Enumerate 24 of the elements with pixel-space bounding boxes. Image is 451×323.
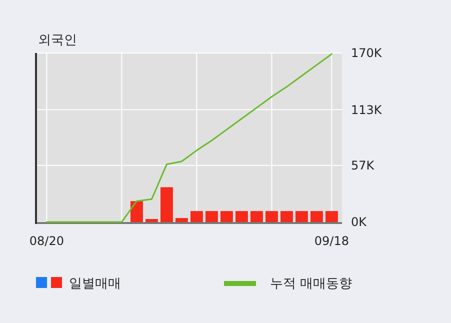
bar bbox=[325, 211, 338, 222]
y-tick-label: 113K bbox=[351, 102, 383, 117]
bar bbox=[265, 211, 278, 222]
bar bbox=[190, 211, 203, 222]
x-tick-label: 09/18 bbox=[314, 234, 349, 248]
bar bbox=[250, 211, 263, 222]
x-tick-label: 08/20 bbox=[29, 234, 64, 248]
bar bbox=[280, 211, 293, 222]
y-tick-label: 0K bbox=[351, 215, 368, 230]
y-tick-label: 170K bbox=[351, 46, 383, 60]
legend-label: 누적 매매동향 bbox=[270, 276, 352, 292]
chart-title: 외국인 bbox=[38, 33, 77, 48]
line-series bbox=[46, 53, 332, 223]
y-tick-label: 57K bbox=[351, 158, 376, 173]
bar bbox=[175, 218, 188, 222]
bar bbox=[220, 211, 233, 222]
bar bbox=[160, 187, 173, 222]
bar bbox=[130, 201, 143, 222]
bar bbox=[295, 211, 308, 222]
bar bbox=[235, 211, 248, 222]
legend-label: 일별매매 bbox=[69, 276, 121, 292]
bar bbox=[205, 211, 218, 222]
bar bbox=[310, 211, 323, 222]
bar bbox=[145, 219, 158, 222]
